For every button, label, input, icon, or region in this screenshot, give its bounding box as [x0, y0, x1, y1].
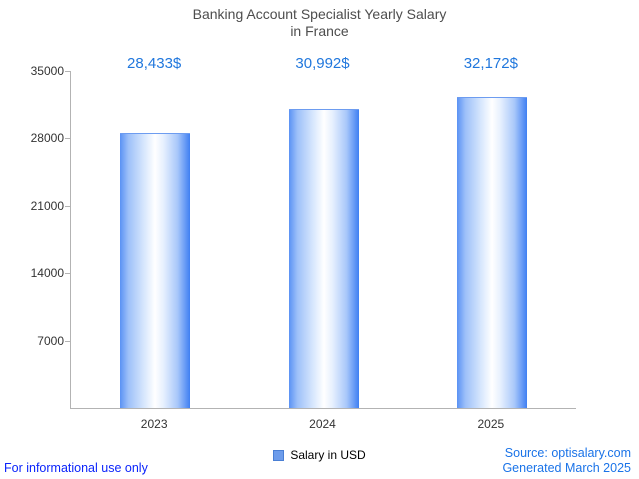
y-tick-mark [65, 340, 70, 342]
x-tick-label: 2024 [309, 417, 336, 431]
y-tick-mark [65, 205, 70, 207]
x-tick-label: 2023 [140, 417, 168, 431]
legend-swatch-icon [273, 449, 285, 461]
bar-value-label: 30,992$ [295, 55, 350, 72]
legend-label: Salary in USD [290, 448, 366, 462]
x-tick-label: 2025 [477, 417, 505, 431]
y-tick-label: 35000 [30, 64, 64, 78]
bar-value-label: 28,433$ [127, 55, 182, 72]
generated-date: Generated March 2025 [502, 461, 631, 475]
plot-area [70, 71, 576, 409]
y-tick-label: 7000 [37, 333, 64, 348]
chart-title-line1: Banking Account Specialist Yearly Salary [192, 6, 447, 22]
y-tick-label: 21000 [30, 198, 64, 213]
source-link[interactable]: Source: optisalary.com [504, 446, 631, 460]
legend: Salary in USD [0, 448, 639, 462]
source-block: Source: optisalary.com Generated March 2… [502, 446, 631, 476]
y-tick-label: 14000 [30, 266, 64, 281]
bar-value-label: 32,172$ [463, 55, 518, 72]
chart-title: Banking Account Specialist Yearly Salary… [0, 6, 639, 40]
bar-2023[interactable] [120, 133, 191, 408]
bar-2025[interactable] [456, 97, 527, 408]
bar-2024[interactable] [288, 108, 359, 408]
chart-title-line2: in France [290, 23, 349, 39]
y-tick-mark [65, 138, 70, 140]
y-tick-label: 28000 [30, 131, 64, 146]
informational-note: For informational use only [4, 461, 148, 475]
y-tick-mark [65, 71, 70, 72]
y-tick-mark [65, 273, 70, 275]
